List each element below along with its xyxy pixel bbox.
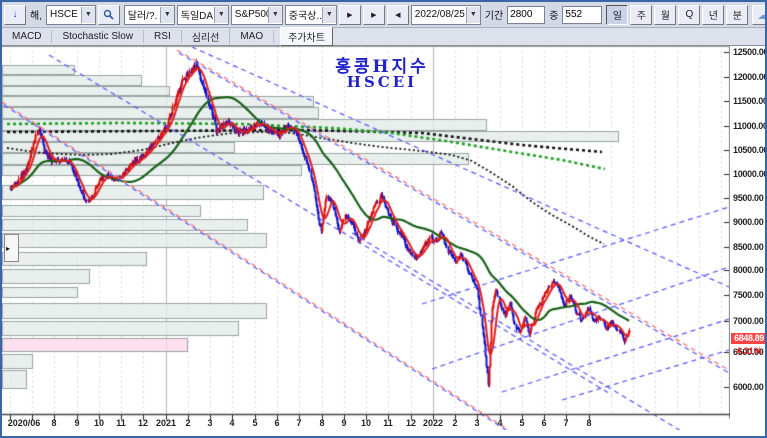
- search-button[interactable]: [97, 4, 120, 25]
- x-axis-label: 10: [360, 418, 372, 428]
- x-axis-label: 2020/06: [7, 418, 41, 428]
- y-axis-label: 6500.00: [733, 347, 764, 357]
- x-axis-label: 4: [497, 418, 503, 428]
- timeframe-month-button[interactable]: 월: [654, 4, 677, 25]
- y-axis-label: 8000.00: [733, 265, 764, 275]
- chevron-down-icon[interactable]: ▼: [213, 6, 228, 23]
- price-chart-canvas[interactable]: [2, 46, 730, 430]
- tab-stochastic-slow[interactable]: Stochastic Slow: [52, 30, 145, 43]
- combo-value: 중국상..: [288, 11, 322, 22]
- tab-mao[interactable]: MAO: [230, 30, 275, 43]
- x-axis-label: 9: [341, 418, 347, 428]
- x-axis-label: 5: [519, 418, 525, 428]
- timeframe-day-button[interactable]: 일: [606, 4, 629, 25]
- y-axis-label: 12000.00: [733, 72, 767, 82]
- change-percent-label: 4.31%: [736, 346, 762, 356]
- index-combo-sp500[interactable]: S&P500 ▼: [230, 4, 283, 25]
- y-axis-label: 10000.00: [733, 169, 767, 179]
- x-axis-label: 3: [474, 418, 480, 428]
- x-axis-label: 7: [296, 418, 302, 428]
- cloud-button[interactable]: ☁: [752, 4, 765, 25]
- y-axis-label: 8500.00: [733, 242, 764, 252]
- timeframe-minute-button[interactable]: 분: [726, 4, 749, 25]
- left-edge-marker[interactable]: ▸: [4, 234, 19, 262]
- chart-title-korean: 홍콩H지수: [335, 57, 429, 77]
- timeframe-week-button[interactable]: 주: [630, 4, 653, 25]
- tab-price-chart[interactable]: 주가차트: [280, 27, 333, 46]
- overseas-label: 해,: [30, 11, 42, 22]
- period-label: 기간: [484, 11, 504, 22]
- symbol-combo[interactable]: HSCE ▼: [45, 4, 96, 25]
- y-axis-label: 9000.00: [733, 217, 764, 227]
- y-axis-label: 6000.00: [733, 382, 764, 392]
- x-axis-label: 12: [137, 418, 149, 428]
- x-axis-label: 2: [185, 418, 191, 428]
- chevron-down-icon[interactable]: ▼: [267, 6, 282, 23]
- index-combo-dollar[interactable]: 달러/?. ▼: [123, 4, 175, 25]
- x-axis-label: 8: [586, 418, 592, 428]
- period-input[interactable]: [507, 5, 546, 24]
- combo-value: 달러/?.: [127, 11, 158, 22]
- y-axis-label: 11500.00: [733, 96, 767, 106]
- x-axis-label: 12: [405, 418, 417, 428]
- x-axis-label: 8: [319, 418, 325, 428]
- x-axis-label: 3: [207, 418, 213, 428]
- search-icon: [104, 9, 114, 20]
- chart-title-ticker: HSCEI: [346, 73, 418, 91]
- symbol-value: HSCE: [49, 9, 78, 20]
- x-axis-label: 2: [452, 418, 458, 428]
- x-axis-label: 9: [74, 418, 80, 428]
- tab-simrisun[interactable]: 심리선: [182, 28, 231, 45]
- x-axis-label: 10: [93, 418, 105, 428]
- cloud-icon: ☁: [757, 8, 765, 22]
- y-axis-label: 11000.00: [733, 121, 767, 131]
- tab-macd[interactable]: MACD: [2, 30, 53, 43]
- combo-value: S&P500: [234, 9, 268, 20]
- date-value: 2022/08/25: [414, 9, 465, 20]
- x-axis-label: 2022: [422, 418, 444, 428]
- y-axis-label: 7000.00: [733, 316, 764, 326]
- timeframe-year-button[interactable]: 년: [702, 4, 725, 25]
- x-axis-label: 6: [274, 418, 280, 428]
- x-axis-label: 11: [116, 418, 126, 428]
- y-axis-label: 10500.00: [733, 145, 767, 155]
- x-axis-label: 5: [252, 418, 258, 428]
- arrow-down-icon[interactable]: ↓: [4, 4, 26, 25]
- x-axis-label: 11: [383, 418, 393, 428]
- timeframe-quarter-button[interactable]: Q: [678, 4, 701, 25]
- index-combo-dax[interactable]: 독일DA.. ▼: [176, 4, 229, 25]
- indicator-tab-bar: MACD Stochastic Slow RSI 심리선 MAO 주가차트: [2, 27, 765, 46]
- chevron-down-icon[interactable]: ▼: [159, 6, 174, 23]
- x-axis-label: 8: [51, 418, 57, 428]
- chevron-down-icon[interactable]: ▼: [465, 6, 480, 23]
- index-combo-china[interactable]: 중국상.. ▼: [284, 4, 337, 25]
- back-icon[interactable]: ◀: [386, 4, 409, 25]
- forward-icon[interactable]: ▶: [362, 4, 385, 25]
- y-axis-label: 12500.00: [733, 47, 767, 57]
- date-combo[interactable]: 2022/08/25 ▼: [410, 4, 481, 25]
- tab-rsi[interactable]: RSI: [144, 30, 182, 43]
- chevron-down-icon[interactable]: ▼: [80, 6, 95, 23]
- x-axis-label: 7: [563, 418, 569, 428]
- x-axis-label: 4: [229, 418, 235, 428]
- count-input[interactable]: [562, 5, 603, 24]
- y-axis-label: 7500.00: [733, 290, 764, 300]
- chevron-down-icon[interactable]: ▼: [321, 6, 336, 23]
- next-icon[interactable]: ▶: [338, 4, 361, 25]
- current-price-badge: 6848.89: [731, 333, 765, 344]
- of-label: 중: [549, 11, 559, 22]
- x-axis-label: 6: [541, 418, 547, 428]
- chart-area: 홍콩H지수 HSCEI 12500.00 12000.00 11500.00 1100…: [2, 46, 765, 436]
- combo-value: 독일DA..: [180, 11, 214, 22]
- toolbar: ↓ 해, HSCE ▼ 달러/?. ▼ 독일DA.. ▼ S&P500 ▼ 중국…: [2, 2, 765, 28]
- y-axis-label: 9500.00: [733, 193, 764, 203]
- x-axis-label: 2021: [155, 418, 177, 428]
